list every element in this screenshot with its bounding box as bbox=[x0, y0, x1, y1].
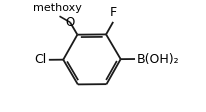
Text: Cl: Cl bbox=[34, 53, 47, 66]
Text: methoxy: methoxy bbox=[33, 3, 82, 13]
Text: F: F bbox=[110, 6, 117, 19]
Text: O: O bbox=[66, 16, 75, 29]
Text: B(OH)₂: B(OH)₂ bbox=[137, 53, 180, 66]
